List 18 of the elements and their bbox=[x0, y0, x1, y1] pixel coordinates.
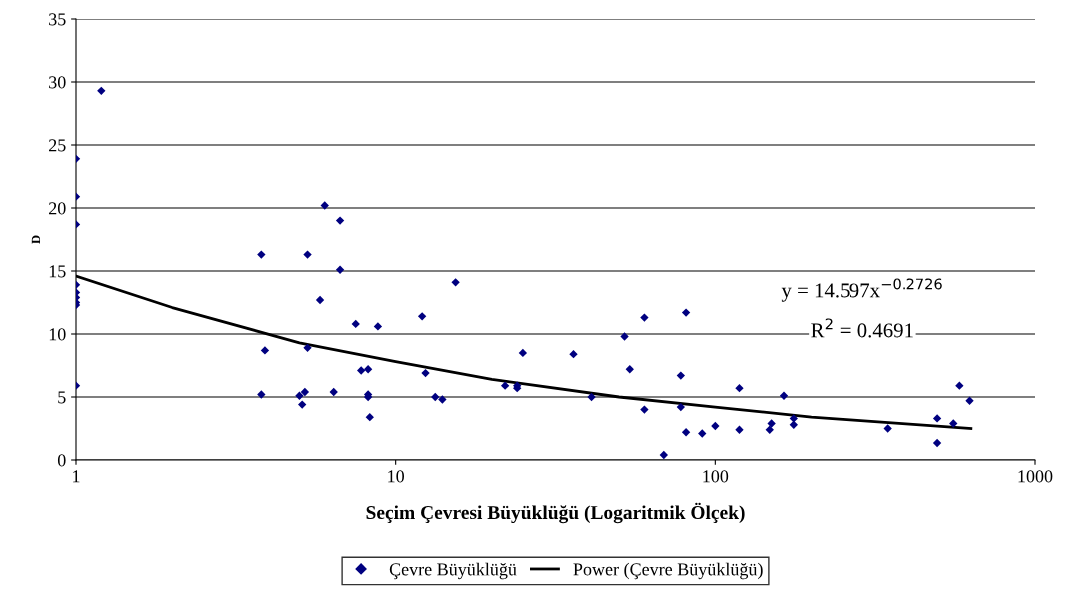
x-tick-label: 1000 bbox=[1018, 470, 1053, 483]
x-tick-label: 100 bbox=[703, 470, 729, 483]
y-tick-label: 10 bbox=[49, 328, 66, 341]
y-tick-label: 5 bbox=[58, 391, 66, 404]
y-tick-label: 20 bbox=[49, 202, 66, 215]
y-axis-title: D bbox=[31, 235, 41, 244]
y-tick-label: 15 bbox=[49, 265, 66, 278]
annotation: R$^{2}$ = 0.4691 bbox=[811, 318, 913, 338]
y-tick-label: 25 bbox=[49, 139, 66, 152]
x-axis-title: Seçim Çevresi Büyüklüğü (Logaritmik Ölçek) bbox=[366, 502, 745, 524]
legend-label: Çevre Büyüklüğü bbox=[389, 562, 517, 580]
x-tick-label: 10 bbox=[388, 470, 405, 483]
annotation: y = 14.597x$^{−0.2726}$ bbox=[781, 278, 942, 302]
y-tick-label: 35 bbox=[49, 13, 66, 26]
y-tick-label: 0 bbox=[57, 454, 66, 467]
y-tick-label: 30 bbox=[49, 76, 66, 89]
legend-label: Power (Çevre Büyüklüğü) bbox=[573, 562, 763, 580]
x-tick-label: 1 bbox=[73, 470, 80, 483]
